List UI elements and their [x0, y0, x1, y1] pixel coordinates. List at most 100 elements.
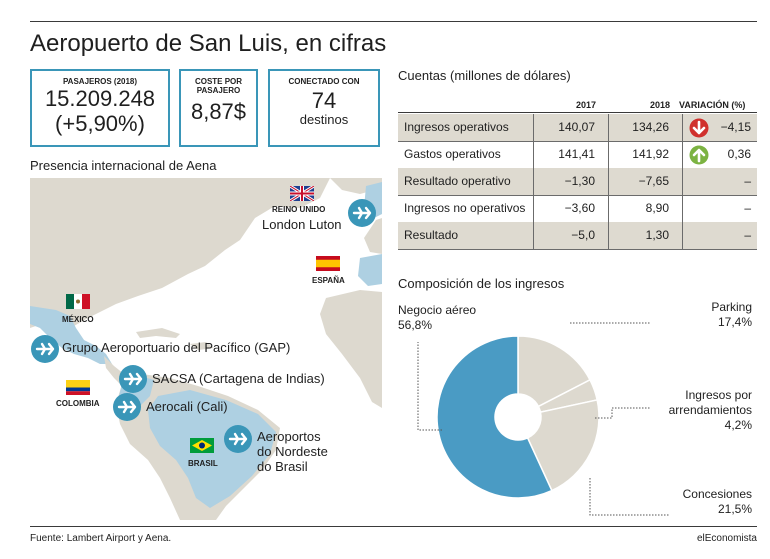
row-divider	[398, 141, 757, 142]
table-row: Resultado operativo −1,30 −7,65 –	[398, 168, 757, 195]
kpi-connected-unit: destinos	[299, 112, 349, 127]
cell-variation: 0,36	[727, 147, 751, 161]
row-label: Resultado operativo	[404, 174, 511, 188]
brazil-flag-icon	[190, 438, 214, 453]
airplane-icon	[224, 425, 252, 453]
cell-2018: 141,92	[632, 147, 669, 161]
mexico-flag-icon	[66, 294, 90, 309]
uk-flag-icon	[290, 186, 314, 201]
cell-variation: –	[744, 174, 751, 188]
hispaniola-island	[190, 342, 214, 350]
country-label-brazil: BRASIL	[188, 459, 218, 468]
airport-label-nordeste-1: Aeroportos	[257, 429, 321, 444]
africa-land	[320, 290, 382, 408]
pie-leader-line	[417, 342, 442, 431]
airport-label-gap: Grupo Aeroportuario del Pacífico (GAP)	[62, 340, 291, 355]
row-divider	[398, 249, 757, 250]
airport-label-nordeste-2: do Nordeste	[257, 444, 328, 459]
colombia-flag-icon	[66, 380, 90, 395]
table-row: Ingresos no operativos −3,60 8,90 –	[398, 195, 757, 222]
footer-brand: elEconomista	[696, 533, 757, 544]
cell-2018: 8,90	[645, 201, 669, 215]
row-label: Ingresos operativos	[404, 120, 509, 134]
cell-variation: –	[744, 228, 751, 242]
table-row: Gastos operativos 141,41 141,92 0,36	[398, 141, 757, 168]
pie-slice	[526, 399, 600, 492]
country-label-uk: REINO UNIDO	[272, 205, 326, 214]
row-label: Resultado	[404, 228, 459, 242]
cell-2017: 140,07	[558, 120, 595, 134]
table-row: Resultado −5,0 1,30 –	[398, 222, 757, 249]
country-label-spain: ESPAÑA	[312, 276, 345, 285]
pie-leader-line	[595, 407, 650, 419]
pie-label-parking-value: 17,4%	[717, 315, 752, 329]
pie-label-leasing-value: 4,2%	[724, 418, 752, 432]
airplane-icon	[31, 335, 59, 363]
column-divider	[533, 114, 534, 249]
country-label-mexico: MÉXICO	[62, 315, 94, 324]
airplane-icon	[113, 393, 141, 421]
pie-label-parking-name: Parking	[711, 300, 752, 314]
bottom-rule	[30, 526, 757, 527]
column-divider	[682, 114, 683, 249]
down-arrow-icon	[689, 118, 709, 138]
pie-leader-line	[589, 478, 670, 516]
airplane-icon	[348, 199, 376, 227]
airport-label-nordeste-3: do Brasil	[257, 459, 308, 474]
kpi-cost-value: 8,87$	[190, 99, 247, 124]
row-divider	[398, 195, 757, 196]
kpi-cost: COSTE POR PASAJERO 8,87$	[179, 69, 258, 147]
airplane-icon	[119, 365, 147, 393]
cell-variation: –	[744, 201, 751, 215]
europe-land	[364, 218, 382, 254]
cell-2018: −7,65	[638, 174, 669, 188]
col-head-2017: 2017	[576, 100, 597, 110]
kpi-cost-label-2: PASAJERO	[196, 86, 241, 95]
pie-label-air-name: Negocio aéreo	[398, 303, 477, 317]
cell-2017: 141,41	[558, 147, 595, 161]
kpi-connected-label: CONECTADO CON	[288, 77, 360, 86]
kpi-passengers-label: PASAJEROS (2018)	[62, 77, 138, 86]
kpi-passengers: PASAJEROS (2018) 15.209.248 (+5,90%)	[30, 69, 170, 147]
row-label: Ingresos no operativos	[404, 201, 526, 215]
airport-label-london: London Luton	[262, 217, 342, 232]
kpi-connected: CONECTADO CON 74 destinos	[268, 69, 380, 147]
page-title: Aeropuerto de San Luis, en cifras	[30, 30, 387, 57]
kpi-passengers-value: 15.209.248	[44, 86, 156, 111]
pie-label-leasing-name-1: Ingresos por	[685, 388, 752, 402]
cell-2017: −3,60	[564, 201, 595, 215]
airport-label-aerocali: Aerocali (Cali)	[146, 399, 228, 414]
accounts-title: Cuentas (millones de dólares)	[398, 68, 571, 83]
world-map	[30, 178, 382, 520]
table-row: Ingresos operativos 140,07 134,26 −4,15	[398, 114, 757, 141]
kpi-passengers-change: (+5,90%)	[55, 111, 145, 136]
pie-label-concessions-name: Concesiones	[682, 487, 752, 501]
cell-2017: −5,0	[571, 228, 595, 242]
cell-variation: −4,15	[720, 120, 751, 134]
spain-flag-icon	[316, 256, 340, 271]
table-top-rule	[398, 112, 757, 113]
row-label: Gastos operativos	[404, 147, 501, 161]
kpi-connected-value: 74	[311, 88, 337, 113]
airport-label-sacsa: SACSA (Cartagena de Indias)	[152, 371, 325, 386]
cell-2018: 134,26	[632, 120, 669, 134]
top-rule	[30, 21, 757, 22]
cell-2018: 1,30	[645, 228, 669, 242]
pie-label-air-value: 56,8%	[398, 318, 433, 332]
column-divider	[608, 114, 609, 249]
pie-slice	[436, 335, 553, 499]
col-head-2018: 2018	[650, 100, 671, 110]
pie-label-leasing-name-2: arrendamientos	[668, 403, 752, 417]
footer-source: Fuente: Lambert Airport y Aena.	[30, 533, 172, 544]
country-label-colombia: COLOMBIA	[56, 399, 100, 408]
spain-land	[358, 254, 382, 286]
map-title: Presencia internacional de Aena	[30, 158, 217, 173]
pie-label-concessions-value: 21,5%	[717, 502, 752, 516]
kpi-cost-label-1: COSTE POR	[194, 77, 243, 86]
pie-title: Composición de los ingresos	[398, 276, 565, 291]
up-arrow-icon	[689, 145, 709, 165]
cell-2017: −1,30	[564, 174, 595, 188]
revenue-pie-chart	[417, 322, 670, 516]
mexico-land	[30, 306, 112, 364]
col-head-variation: VARIACIÓN (%)	[679, 100, 746, 110]
